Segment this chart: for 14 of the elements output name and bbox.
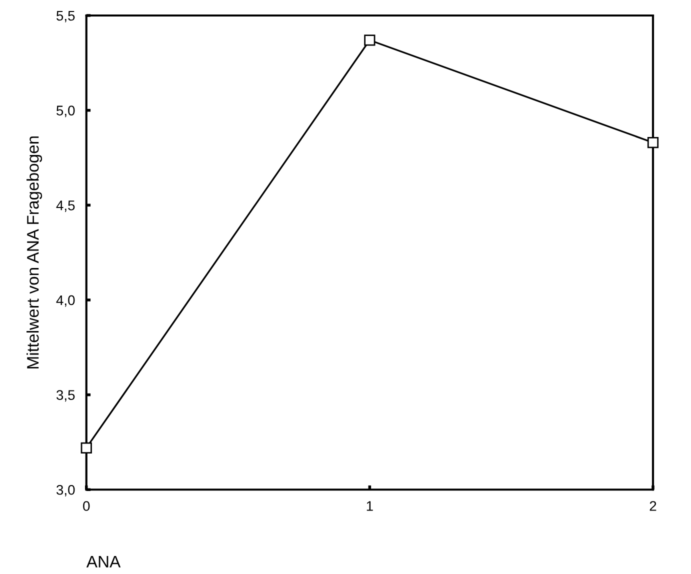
y-tick-label: 3,5 <box>56 390 75 402</box>
y-tick-label: 5,0 <box>56 106 75 118</box>
y-tick-label: 3,0 <box>56 484 75 496</box>
y-axis-title: Mittelwert von ANA Fragebogen <box>26 136 42 368</box>
y-tick-label: 5,5 <box>56 10 75 22</box>
point <box>647 137 659 148</box>
point <box>80 442 92 454</box>
x-tick-label: 1 <box>366 501 373 511</box>
x-tick-label: 2 <box>650 501 656 511</box>
x-axis-title: ANA <box>86 556 121 568</box>
y-tick-label: 4,5 <box>56 200 75 212</box>
x-tick-label: 0 <box>83 501 90 511</box>
point <box>364 34 376 46</box>
y-tick-label: 4,0 <box>56 295 75 307</box>
